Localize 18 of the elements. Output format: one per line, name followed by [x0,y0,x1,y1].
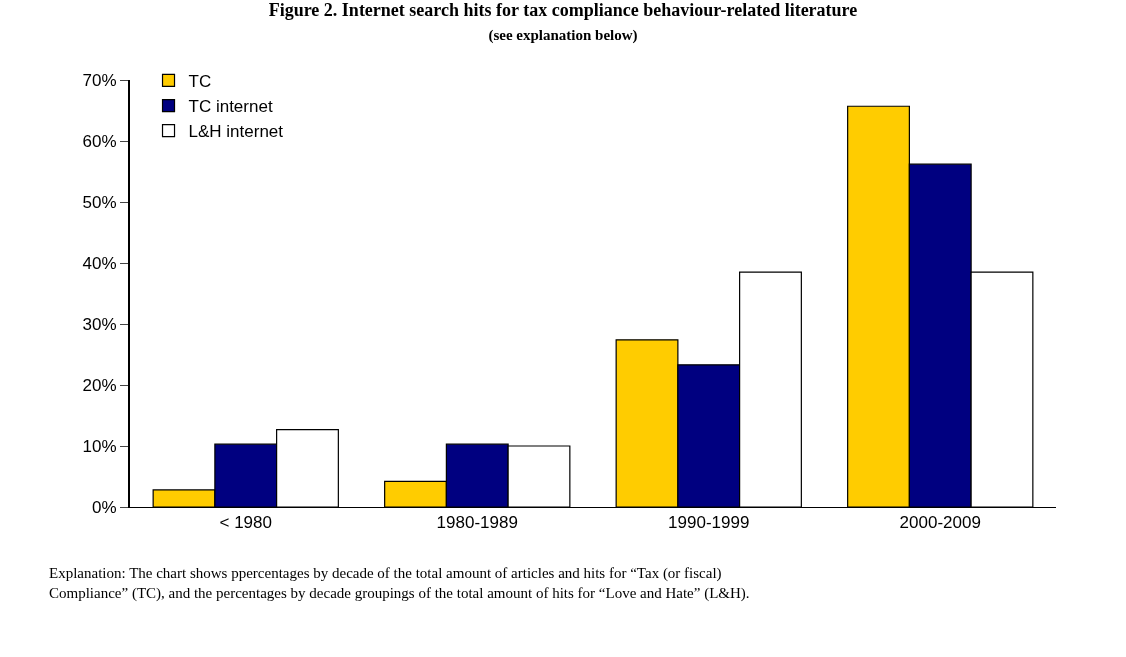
y-tick-label: 10% [82,436,117,456]
chart-subtitle: (see explanation below) [488,26,638,44]
x-tick-label: 1990-1999 [668,513,750,533]
y-tick-label: 70% [82,70,117,90]
y-tick-label: 0% [92,497,117,517]
y-tick-label: 30% [82,314,117,334]
chart-title: Figure 2. Internet search hits for tax compliance behaviour-related literature [268,0,858,21]
y-tick-label: 50% [82,192,117,212]
y-tick-label: 20% [82,375,117,395]
x-tick-label: 2000-2009 [899,513,981,533]
text: Explanation: The chart shows ppercentages by decade of the total amount of articles and hits for “Tax (or fiscal) Compliance” (TC), and the percentages by decade groupings of the total amount of hits for “Love and Hate” (L&H). [49,565,750,602]
x-tick-label: < 1980 [219,513,272,533]
legend-label: L&H internet [188,122,284,142]
legend-label: TC [188,72,212,92]
y-tick-label: 40% [82,253,117,273]
legend-label: TC internet [188,97,273,117]
y-tick-label: 60% [82,131,117,151]
x-tick-label: 1980-1989 [436,513,518,533]
